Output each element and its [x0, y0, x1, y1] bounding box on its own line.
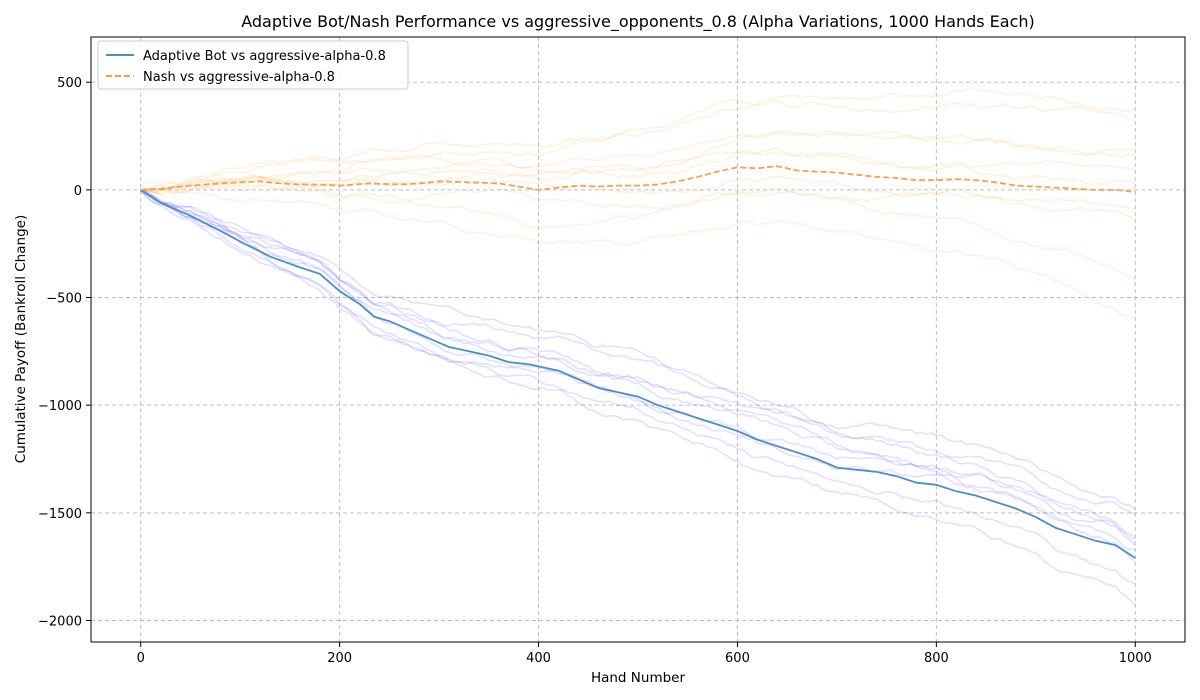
nash-variation-line — [140, 188, 1136, 320]
axis-ticks: 0 200 400 600 800 1000 500 0 −500 −1000 −1500 −2000 — [38, 76, 1152, 666]
y-axis-title: Cumulative Payoff (Bankroll Change) — [13, 215, 29, 463]
adaptive-series-line — [140, 189, 1136, 559]
y-tick-label: −1500 — [38, 507, 82, 522]
adaptive-variation-line — [140, 188, 1136, 563]
legend-box — [97, 40, 409, 90]
legend: Adaptive Bot vs aggressive-alpha-0.8 Nas… — [97, 40, 409, 90]
series-lines — [140, 165, 1136, 559]
adaptive-variation-line — [140, 189, 1136, 552]
legend-label-nash: Nash vs aggressive-alpha-0.8 — [143, 70, 335, 85]
nash-variation-line — [140, 87, 1136, 194]
adaptive-variation-line — [140, 189, 1136, 539]
adaptive-variation-line — [140, 189, 1136, 516]
x-tick-label: 0 — [137, 651, 145, 666]
x-tick-label: 200 — [327, 651, 352, 666]
x-axis-title: Hand Number — [591, 670, 686, 686]
x-tick-label: 1000 — [1119, 651, 1152, 666]
nash-variation-line — [140, 179, 1136, 280]
adaptive-variation-line — [140, 189, 1136, 511]
adaptive-variation-line — [140, 190, 1136, 546]
x-tick-label: 800 — [924, 651, 949, 666]
nash-variation-line — [140, 99, 1136, 192]
y-tick-label: −500 — [46, 292, 82, 307]
nash-variation-line — [140, 184, 1136, 210]
y-tick-label: 500 — [57, 76, 82, 91]
nash-variation-line — [140, 175, 1136, 220]
alpha-variation-lines — [140, 87, 1136, 607]
nash-series-line — [140, 165, 1136, 193]
legend-label-adaptive: Adaptive Bot vs aggressive-alpha-0.8 — [143, 49, 386, 64]
nash-variation-line — [140, 129, 1136, 194]
x-tick-label: 600 — [725, 651, 750, 666]
adaptive-variation-line — [140, 190, 1136, 541]
grid — [91, 37, 1185, 642]
adaptive-variation-line — [140, 189, 1136, 607]
y-tick-label: 0 — [74, 184, 82, 199]
adaptive-variation-line — [140, 189, 1136, 585]
plot-frame — [90, 36, 1186, 643]
y-tick-label: −1000 — [38, 399, 82, 414]
x-tick-label: 400 — [526, 651, 551, 666]
nash-variation-line — [140, 130, 1136, 192]
chart-title: Adaptive Bot/Nash Performance vs aggress… — [241, 12, 1035, 32]
y-tick-label: −2000 — [38, 614, 82, 629]
